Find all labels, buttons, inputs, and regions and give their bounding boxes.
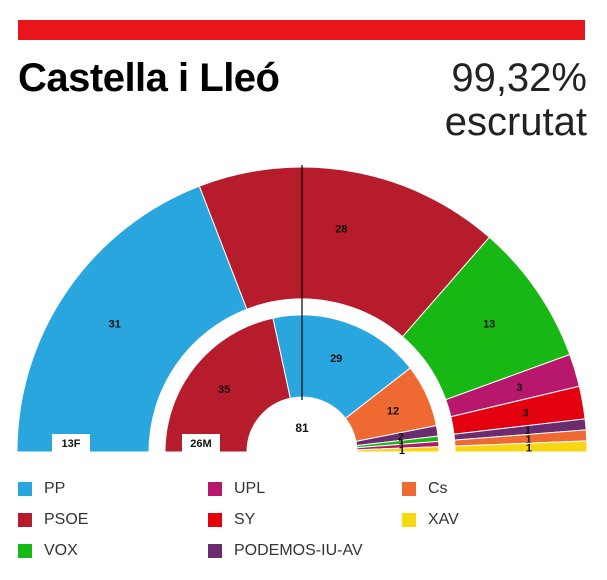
legend-label: PP — [44, 480, 66, 497]
scrutiny-label: escrutat — [444, 100, 587, 144]
legend-item-pp: PP — [18, 478, 65, 500]
legend-item-podemos-iu-av: PODEMOS-IU-AV — [208, 540, 363, 562]
seat-label-13f-upl: 3 — [516, 382, 522, 394]
seat-label-26m-pp: 29 — [330, 353, 342, 365]
seat-label-13f-cs: 1 — [526, 434, 532, 446]
seat-label-26m-podemos-iu-av: 2 — [398, 432, 404, 444]
ring-tag-bg-13f — [52, 434, 90, 452]
seat-label-26m-upl: 1 — [399, 441, 405, 453]
seat-label-13f-xav: 1 — [526, 443, 532, 455]
seat-label-13f-sy: 3 — [522, 408, 528, 420]
ring-tag-26m: 26M — [190, 438, 211, 450]
center-total-label: 81 — [295, 421, 309, 435]
legend-swatch — [18, 482, 32, 496]
legend-swatch — [208, 513, 222, 527]
slice-26m-xav — [356, 446, 440, 453]
seat-label-26m-cs: 12 — [387, 406, 399, 418]
legend-label: UPL — [234, 480, 266, 497]
seat-label-13f-psoe: 28 — [335, 223, 347, 235]
seat-label-26m-vox: 1 — [398, 437, 404, 449]
legend-label: PODEMOS-IU-AV — [234, 542, 363, 559]
top-accent-bar — [18, 20, 585, 40]
seat-label-13f-podemos-iu-av: 1 — [525, 425, 531, 437]
seat-label-13f-vox: 13 — [483, 319, 495, 331]
legend-swatch — [402, 482, 416, 496]
slice-26m-psoe — [164, 317, 291, 453]
seat-label-26m-psoe: 35 — [218, 384, 230, 396]
legend-item-sy: SY — [208, 509, 255, 531]
page-title: Castella i Lleó — [18, 56, 280, 100]
legend-item-psoe: PSOE — [18, 509, 88, 531]
legend-item-upl: UPL — [208, 478, 265, 500]
slice-13f-psoe — [198, 166, 491, 338]
legend-swatch — [18, 513, 32, 527]
ring-tag-bg-26m — [182, 434, 220, 452]
legend-label: Cs — [428, 480, 448, 497]
legend-label: SY — [234, 511, 256, 528]
seat-label-26m-xav: 1 — [399, 445, 405, 457]
legend-item-cs: Cs — [402, 478, 448, 500]
ring-tag-13f: 13F — [62, 438, 81, 450]
legend-label: XAV — [428, 511, 459, 528]
legend-label: PSOE — [44, 511, 89, 528]
legend-item-vox: VOX — [18, 540, 78, 562]
slice-13f-pp — [16, 185, 248, 453]
legend-swatch — [208, 482, 222, 496]
seat-label-13f-pp: 31 — [109, 319, 121, 331]
legend-item-xav: XAV — [402, 509, 459, 531]
legend-swatch — [208, 544, 222, 558]
legend-swatch — [402, 513, 416, 527]
legend-swatch — [18, 544, 32, 558]
scrutiny-percent: 99,32% — [451, 56, 587, 100]
legend-label: VOX — [44, 542, 78, 559]
slice-26m-pp — [272, 314, 411, 420]
slice-13f-xav — [454, 440, 588, 453]
